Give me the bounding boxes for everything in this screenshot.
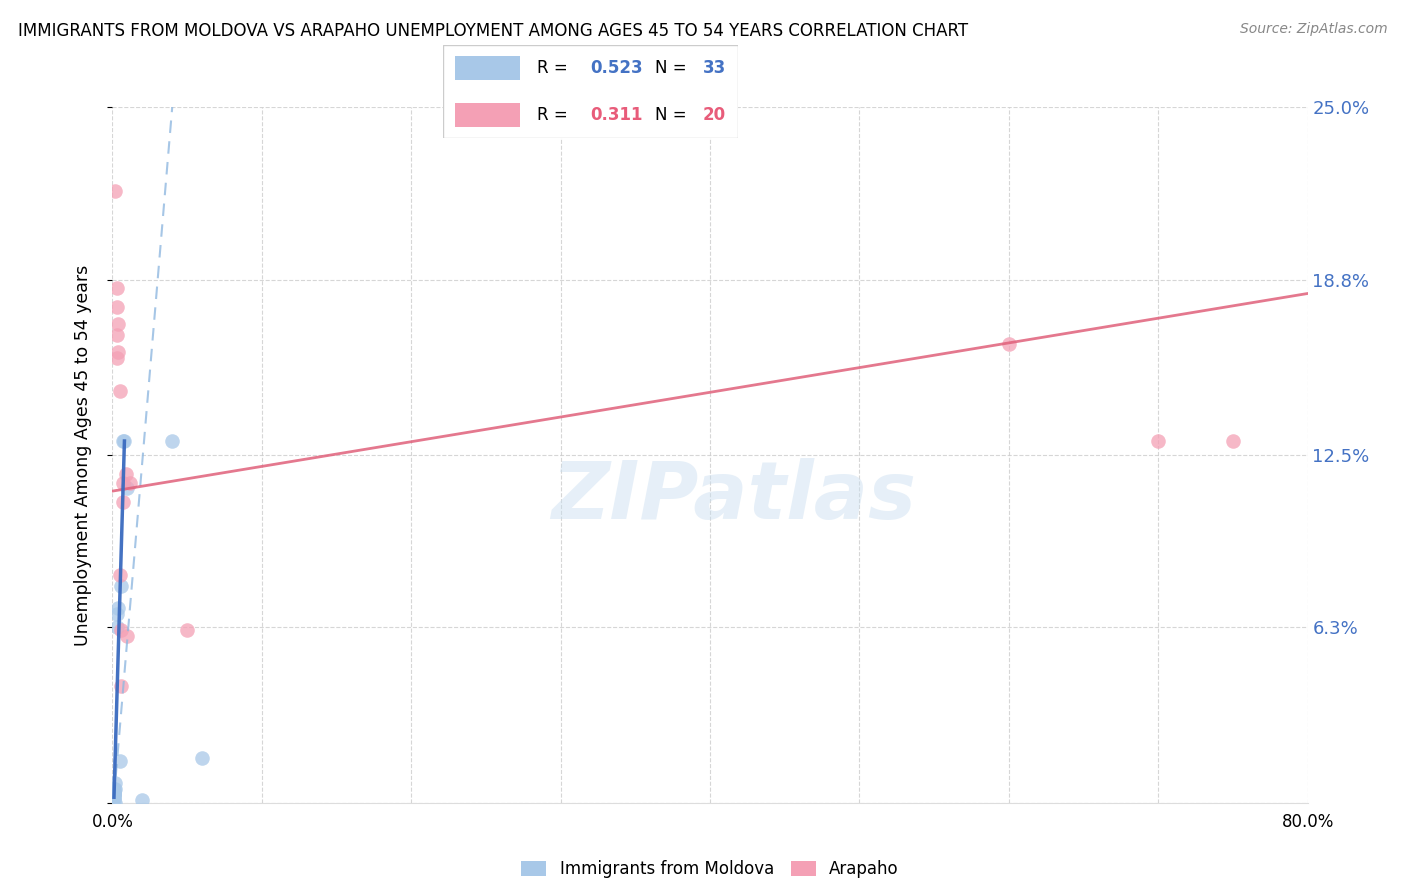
Point <box>103 785 125 799</box>
Text: R =: R = <box>537 59 568 77</box>
Point <box>101 790 124 805</box>
Text: IMMIGRANTS FROM MOLDOVA VS ARAPAHO UNEMPLOYMENT AMONG AGES 45 TO 54 YEARS CORREL: IMMIGRANTS FROM MOLDOVA VS ARAPAHO UNEMP… <box>18 22 969 40</box>
Point <box>117 629 139 643</box>
Text: N =: N = <box>655 106 688 124</box>
Point <box>108 384 131 398</box>
Point <box>105 607 128 621</box>
Point <box>111 475 134 490</box>
Text: 0.523: 0.523 <box>591 59 643 77</box>
Point <box>103 781 125 796</box>
Point <box>105 620 128 634</box>
Point <box>103 785 125 799</box>
Point <box>104 781 127 796</box>
Point <box>191 751 214 765</box>
Point <box>103 788 125 802</box>
Point <box>101 785 124 799</box>
Point <box>103 790 125 805</box>
Text: 33: 33 <box>703 59 725 77</box>
Text: 20: 20 <box>703 106 725 124</box>
Point <box>1222 434 1244 448</box>
Point <box>107 601 129 615</box>
Point <box>103 793 125 807</box>
Point <box>103 785 125 799</box>
Point <box>108 754 131 768</box>
Point <box>115 467 138 482</box>
Text: Source: ZipAtlas.com: Source: ZipAtlas.com <box>1240 22 1388 37</box>
Point <box>103 781 125 796</box>
Point <box>103 788 125 802</box>
Point <box>103 790 125 805</box>
Point <box>105 301 128 315</box>
Legend: Immigrants from Moldova, Arapaho: Immigrants from Moldova, Arapaho <box>515 854 905 885</box>
Point <box>110 624 132 638</box>
Point <box>103 790 125 805</box>
Point <box>103 793 125 807</box>
Point <box>114 434 135 448</box>
Point <box>998 336 1021 351</box>
Point <box>1147 434 1170 448</box>
Point <box>101 793 124 807</box>
Point <box>110 679 132 693</box>
Point <box>176 624 198 638</box>
Point <box>162 434 183 448</box>
Point <box>105 328 128 343</box>
Text: R =: R = <box>537 106 568 124</box>
FancyBboxPatch shape <box>454 56 520 80</box>
Point <box>117 481 139 495</box>
Point <box>111 495 134 509</box>
Y-axis label: Unemployment Among Ages 45 to 54 years: Unemployment Among Ages 45 to 54 years <box>73 264 91 646</box>
Point <box>105 351 128 365</box>
Point <box>105 281 128 295</box>
Point <box>104 796 127 810</box>
Text: N =: N = <box>655 59 688 77</box>
Text: ZIPatlas: ZIPatlas <box>551 458 917 536</box>
Point <box>107 317 129 331</box>
Point <box>103 788 125 802</box>
Point <box>131 793 153 807</box>
Point <box>104 184 127 198</box>
Text: 0.311: 0.311 <box>591 106 643 124</box>
Point <box>104 776 127 790</box>
Point <box>110 579 132 593</box>
Point <box>108 567 131 582</box>
FancyBboxPatch shape <box>454 103 520 127</box>
Point <box>111 434 134 448</box>
Point <box>103 790 125 805</box>
Point <box>107 345 129 359</box>
FancyBboxPatch shape <box>443 45 738 138</box>
Point <box>120 475 142 490</box>
Point <box>101 788 124 802</box>
Point <box>103 788 125 802</box>
